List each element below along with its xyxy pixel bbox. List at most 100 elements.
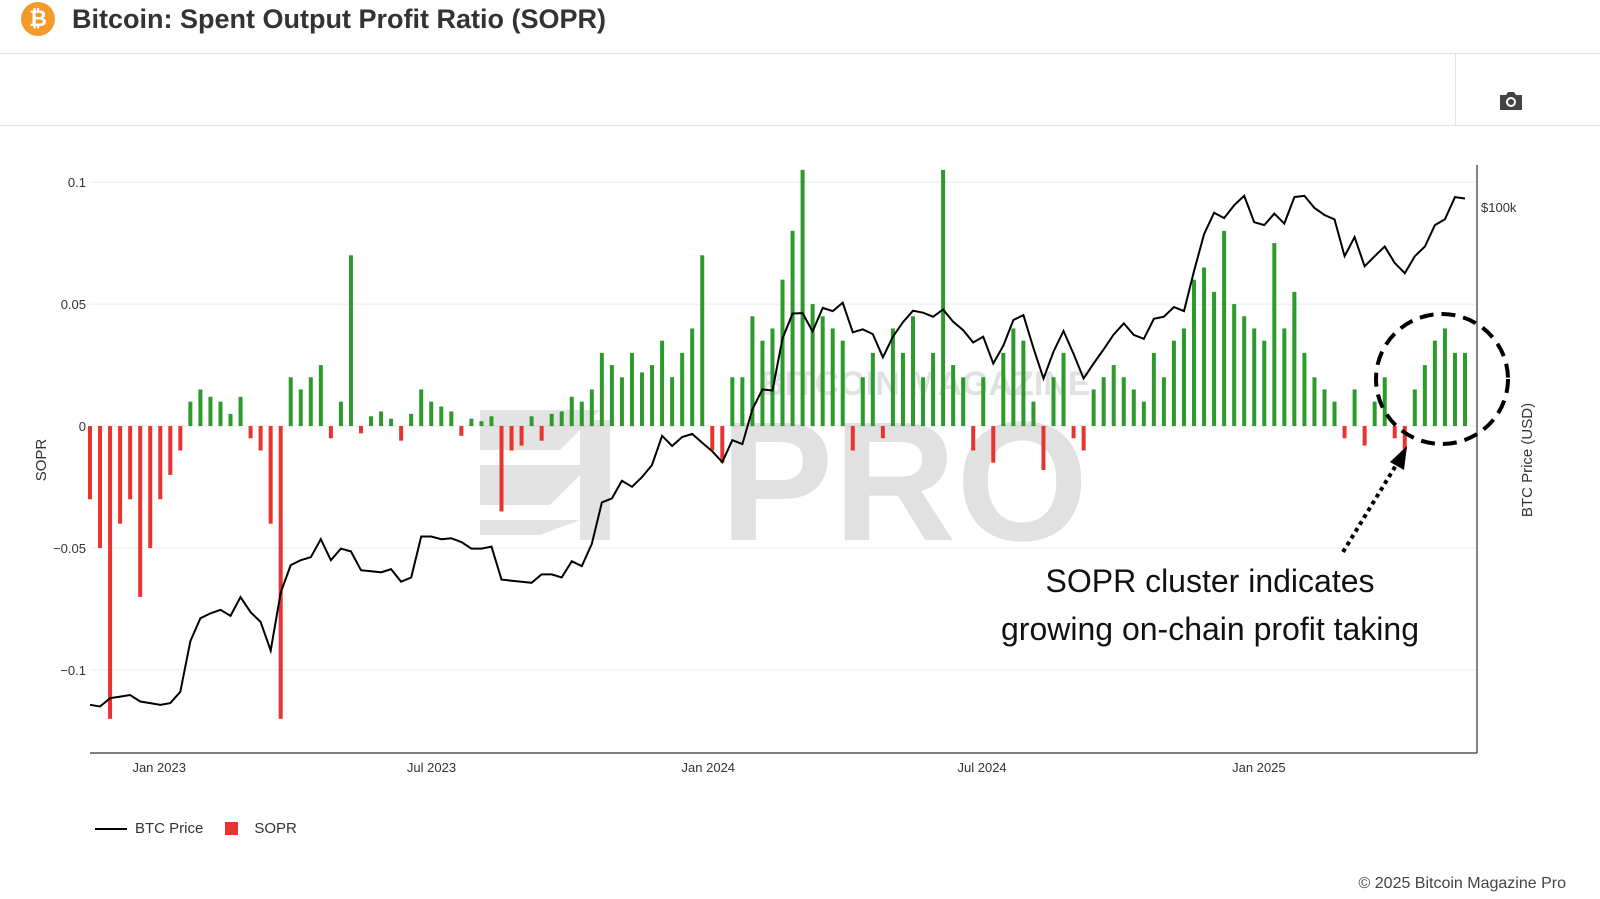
sopr-bar xyxy=(1322,389,1327,427)
camera-icon[interactable] xyxy=(1498,90,1524,112)
annotation: SOPR cluster indicates growing on-chain … xyxy=(1001,312,1510,647)
sopr-bar xyxy=(680,352,685,427)
sopr-bar xyxy=(258,426,263,451)
sopr-bar xyxy=(1051,377,1056,427)
header: ₿ Bitcoin: Spent Output Profit Ratio (SO… xyxy=(0,0,1600,54)
sopr-bar xyxy=(1442,328,1447,427)
bitcoin-logo-icon: ₿ xyxy=(21,2,55,36)
sopr-bar xyxy=(971,426,976,451)
sopr-bar xyxy=(248,426,253,439)
legend-item-btc-price[interactable]: BTC Price xyxy=(95,820,203,837)
sopr-bar xyxy=(348,255,353,427)
sopr-bar xyxy=(268,426,273,524)
legend-item-sopr[interactable]: SOPR xyxy=(225,820,297,837)
axes xyxy=(90,165,1478,754)
btc-price-line xyxy=(89,194,1466,708)
line-swatch-icon xyxy=(95,827,127,830)
sopr-bar xyxy=(1252,328,1257,427)
sopr-bar xyxy=(1202,267,1207,427)
sopr-bar xyxy=(1212,291,1217,427)
sopr-bar xyxy=(1292,291,1297,427)
sopr-bar xyxy=(850,426,855,451)
sopr-bar xyxy=(770,328,775,427)
sopr-bar xyxy=(860,377,865,427)
sopr-bar xyxy=(308,377,313,427)
sopr-bar xyxy=(1111,365,1116,427)
sopr-bar xyxy=(710,426,715,451)
sopr-bar xyxy=(1272,243,1277,427)
sopr-bar xyxy=(98,426,103,549)
sopr-bar xyxy=(529,416,534,427)
sopr-bar xyxy=(931,352,936,427)
sopr-bar xyxy=(1021,340,1026,427)
sopr-bar xyxy=(840,340,845,427)
sopr-bar xyxy=(148,426,153,549)
annotation-line-2: growing on-chain profit taking xyxy=(1001,611,1419,647)
sopr-bar xyxy=(1302,352,1307,427)
copyright: © 2025 Bitcoin Magazine Pro xyxy=(1358,875,1566,892)
sopr-bar xyxy=(1412,389,1417,427)
sopr-bar xyxy=(1181,328,1186,427)
sopr-bar xyxy=(609,365,614,427)
legend-label: SOPR xyxy=(254,820,297,837)
sopr-bar xyxy=(890,328,895,427)
sopr-bar xyxy=(138,426,143,597)
legend-label: BTC Price xyxy=(135,820,204,837)
sopr-bar xyxy=(1091,389,1096,427)
y-tick-label: 0 xyxy=(79,419,86,434)
y2-axis-ticks: $100k xyxy=(1481,200,1517,215)
highlight-circle xyxy=(1374,312,1510,446)
sopr-bar xyxy=(499,426,504,512)
sopr-bar xyxy=(1192,279,1197,427)
sopr-bar xyxy=(589,389,594,427)
sopr-bar xyxy=(379,411,384,427)
sopr-bar xyxy=(1382,377,1387,427)
sopr-bar xyxy=(128,426,133,500)
y-axis-label: SOPR xyxy=(33,439,50,482)
toolbar-divider xyxy=(1455,54,1456,125)
sopr-bar xyxy=(218,401,223,427)
sopr-bar xyxy=(318,365,323,427)
x-tick-label: Jan 2024 xyxy=(682,760,736,775)
sopr-bar xyxy=(288,377,293,427)
sopr-bar xyxy=(539,426,544,441)
sopr-bar xyxy=(439,406,444,427)
sopr-bar xyxy=(1151,352,1156,427)
sopr-bar xyxy=(569,396,574,427)
sopr-bar xyxy=(358,426,363,434)
watermark-logo xyxy=(480,410,610,540)
x-tick-label: Jan 2023 xyxy=(132,760,186,775)
sopr-bar xyxy=(619,377,624,427)
sopr-bar xyxy=(1402,426,1407,451)
sopr-bar xyxy=(469,418,474,427)
sopr-bar xyxy=(168,426,173,475)
sopr-bar xyxy=(238,396,243,427)
sopr-bar xyxy=(1071,426,1076,439)
sopr-bar xyxy=(198,389,203,427)
sopr-bar xyxy=(399,426,404,441)
sopr-bar xyxy=(870,352,875,427)
sopr-bar xyxy=(830,328,835,427)
sopr-bar xyxy=(800,169,805,427)
sopr-bar xyxy=(1342,426,1347,439)
sopr-bar xyxy=(369,416,374,427)
sopr-bar xyxy=(1282,328,1287,427)
sopr-bar xyxy=(449,411,454,427)
sopr-bar xyxy=(790,230,795,427)
sopr-bar xyxy=(720,426,725,463)
sopr-bar xyxy=(1332,401,1337,427)
sopr-bar xyxy=(419,389,424,427)
sopr-bar xyxy=(1141,401,1146,427)
sopr-bar xyxy=(961,377,966,427)
sopr-bar xyxy=(690,328,695,427)
sopr-bar xyxy=(459,426,464,436)
sopr-bar xyxy=(328,426,333,439)
sopr-bar xyxy=(1262,340,1267,427)
sopr-bar xyxy=(670,377,675,427)
sopr-bar xyxy=(910,316,915,427)
sopr-bar xyxy=(158,426,163,500)
sopr-bar xyxy=(389,418,394,427)
sopr-bar xyxy=(489,416,494,427)
sopr-bar xyxy=(780,279,785,427)
